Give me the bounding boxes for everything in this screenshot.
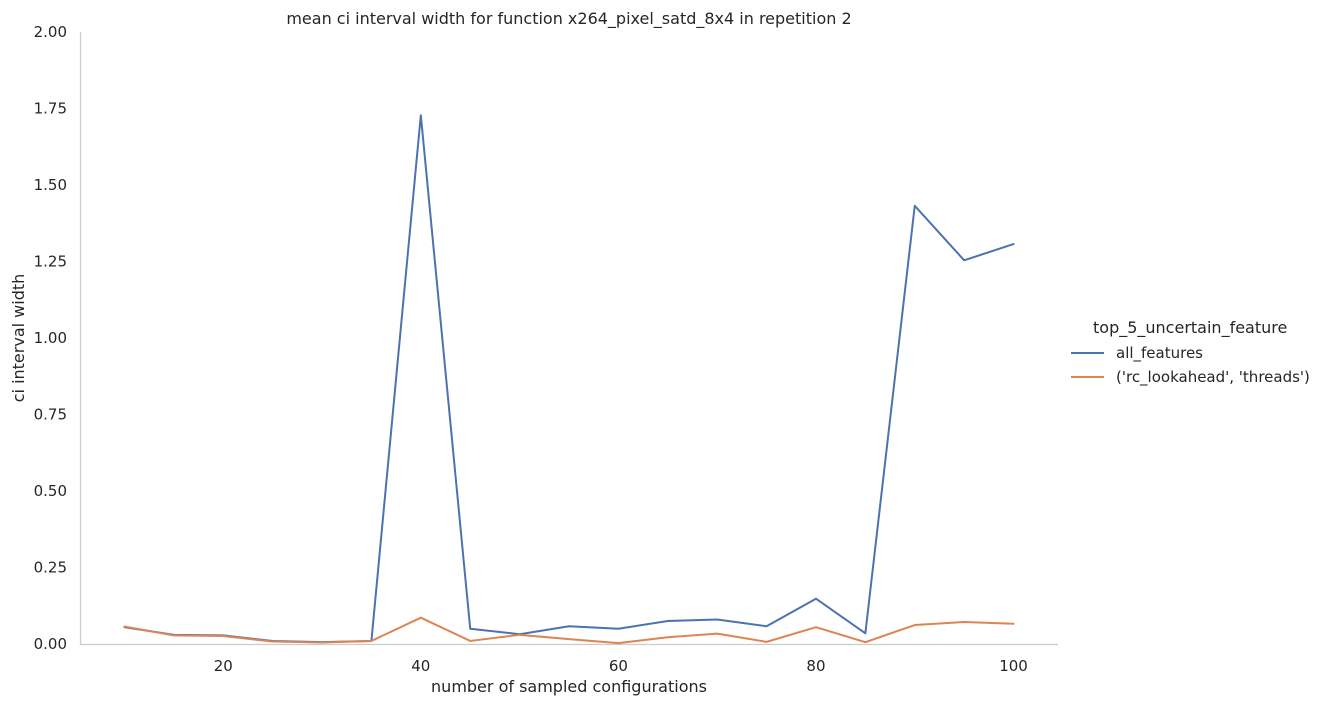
y-tick-label: 0.50 [34, 482, 67, 500]
y-tick-label: 0.75 [34, 406, 67, 424]
x-axis-title: number of sampled configurations [431, 677, 707, 696]
y-tick-label: 2.00 [34, 23, 67, 41]
legend-title: top_5_uncertain_feature [1093, 318, 1287, 338]
y-tick-label: 1.50 [34, 176, 67, 194]
series-line-1 [123, 616, 1015, 645]
x-tick-label: 40 [411, 657, 430, 675]
y-tick-labels: 0.00 0.25 0.50 0.75 1.00 1.25 1.50 1.75 2.00 [34, 23, 67, 653]
x-tick-labels: 20 40 60 80 100 [214, 657, 1028, 675]
series-lines [123, 114, 1015, 645]
x-tick-label: 80 [806, 657, 825, 675]
y-tick-label: 0.00 [34, 635, 67, 653]
x-tick-label: 60 [609, 657, 628, 675]
y-tick-label: 1.25 [34, 253, 67, 271]
legend: top_5_uncertain_feature all_features ('rc… [1071, 318, 1310, 387]
x-tick-label: 100 [999, 657, 1028, 675]
chart-title: mean ci interval width for function x264… [286, 9, 851, 29]
y-tick-label: 1.75 [34, 100, 67, 118]
legend-items: all_features ('rc_lookahead', 'threads') [1071, 344, 1310, 387]
y-axis-title: ci interval width [9, 274, 28, 403]
y-tick-label: 1.00 [34, 329, 67, 347]
series-line-0 [123, 114, 1015, 644]
x-tick-label: 20 [214, 657, 233, 675]
legend-label: ('rc_lookahead', 'threads') [1116, 368, 1310, 387]
y-tick-label: 0.25 [34, 559, 67, 577]
legend-label: all_features [1116, 344, 1203, 363]
